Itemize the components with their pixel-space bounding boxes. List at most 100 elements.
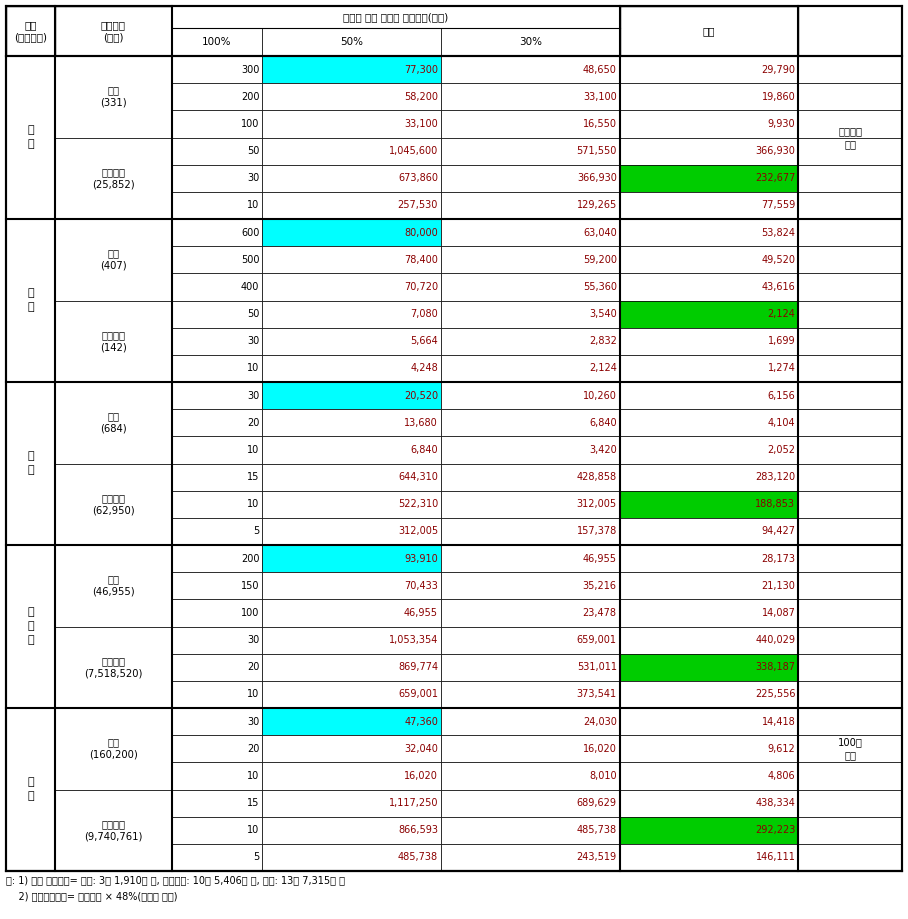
Bar: [798, 56, 902, 83]
Bar: [441, 844, 620, 871]
Bar: [55, 138, 172, 219]
Text: 5: 5: [253, 527, 260, 537]
Text: 10: 10: [247, 689, 260, 699]
Text: 14,418: 14,418: [762, 717, 795, 727]
Bar: [441, 708, 620, 735]
Text: 33,100: 33,100: [404, 119, 438, 129]
Bar: [798, 627, 902, 653]
Text: 157,378: 157,378: [577, 527, 617, 537]
Bar: [620, 165, 798, 192]
Text: 257,530: 257,530: [398, 200, 438, 210]
Text: 48,650: 48,650: [583, 64, 617, 74]
Bar: [172, 681, 262, 708]
Bar: [441, 273, 620, 301]
Bar: [441, 355, 620, 382]
Bar: [172, 491, 262, 517]
Text: 유기
(160,200): 유기 (160,200): [89, 738, 138, 760]
Bar: [620, 573, 798, 599]
Bar: [798, 437, 902, 463]
Bar: [55, 708, 172, 789]
Bar: [172, 573, 262, 599]
Bar: [172, 273, 262, 301]
Text: 무항생제
(62,950): 무항생제 (62,950): [92, 494, 134, 516]
Bar: [441, 437, 620, 463]
Bar: [172, 355, 262, 382]
Bar: [172, 165, 262, 192]
Text: 440,029: 440,029: [755, 635, 795, 645]
Text: 70,433: 70,433: [404, 581, 438, 591]
Text: 유기
(331): 유기 (331): [100, 85, 127, 108]
Bar: [798, 165, 902, 192]
Text: 24,030: 24,030: [583, 717, 617, 727]
Bar: [798, 83, 902, 110]
Text: 5: 5: [253, 853, 260, 862]
Text: 225,556: 225,556: [755, 689, 795, 699]
Bar: [172, 844, 262, 871]
Bar: [55, 789, 172, 871]
Bar: [441, 573, 620, 599]
Text: 유기
(407): 유기 (407): [100, 248, 127, 271]
Bar: [620, 517, 798, 545]
Text: 77,559: 77,559: [761, 200, 795, 210]
Bar: [441, 28, 620, 56]
Text: 30: 30: [247, 391, 260, 401]
Text: 2,124: 2,124: [767, 309, 795, 319]
Bar: [798, 844, 902, 871]
Text: 100: 100: [241, 607, 260, 618]
Text: 지원단가
(천원): 지원단가 (천원): [101, 20, 126, 42]
Bar: [798, 246, 902, 273]
Text: 10: 10: [247, 499, 260, 509]
Text: 200: 200: [241, 553, 260, 563]
Bar: [262, 246, 441, 273]
Bar: [172, 708, 262, 735]
Text: 59,200: 59,200: [583, 255, 617, 265]
Text: 8,010: 8,010: [589, 771, 617, 781]
Bar: [441, 165, 620, 192]
Bar: [6, 219, 55, 382]
Bar: [172, 83, 262, 110]
Text: 1,053,354: 1,053,354: [389, 635, 438, 645]
Bar: [172, 246, 262, 273]
Bar: [798, 409, 902, 437]
Text: 522,310: 522,310: [398, 499, 438, 509]
Bar: [55, 6, 172, 56]
Text: 869,774: 869,774: [398, 663, 438, 673]
Text: 659,001: 659,001: [577, 635, 617, 645]
Bar: [441, 246, 620, 273]
Text: 93,910: 93,910: [404, 553, 438, 563]
Text: 4,104: 4,104: [768, 418, 795, 427]
Bar: [172, 328, 262, 355]
Text: 300: 300: [241, 64, 260, 74]
Bar: [441, 83, 620, 110]
Text: 77,300: 77,300: [404, 64, 438, 74]
Bar: [262, 817, 441, 844]
Bar: [172, 653, 262, 681]
Text: 150: 150: [241, 581, 260, 591]
Text: 438,334: 438,334: [755, 798, 795, 808]
Text: 14,087: 14,087: [762, 607, 795, 618]
Text: 10,260: 10,260: [583, 391, 617, 401]
Bar: [620, 599, 798, 627]
Text: 10: 10: [247, 363, 260, 373]
Text: 312,005: 312,005: [398, 527, 438, 537]
Text: 돼
지: 돼 지: [27, 451, 34, 475]
Bar: [55, 463, 172, 545]
Bar: [620, 301, 798, 328]
Text: 15: 15: [247, 472, 260, 482]
Text: 10: 10: [247, 200, 260, 210]
Bar: [620, 627, 798, 653]
Bar: [55, 301, 172, 382]
Bar: [441, 545, 620, 573]
Bar: [262, 138, 441, 165]
Bar: [441, 653, 620, 681]
Text: 531,011: 531,011: [577, 663, 617, 673]
Bar: [620, 273, 798, 301]
Text: 366,930: 366,930: [755, 146, 795, 156]
Text: 직불금 대상 비율별 직불금액(천원): 직불금 대상 비율별 직불금액(천원): [343, 12, 449, 22]
Bar: [172, 437, 262, 463]
Bar: [620, 355, 798, 382]
Text: 600: 600: [241, 228, 260, 238]
Text: 30: 30: [247, 174, 260, 183]
Text: 659,001: 659,001: [398, 689, 438, 699]
Text: 4,806: 4,806: [768, 771, 795, 781]
